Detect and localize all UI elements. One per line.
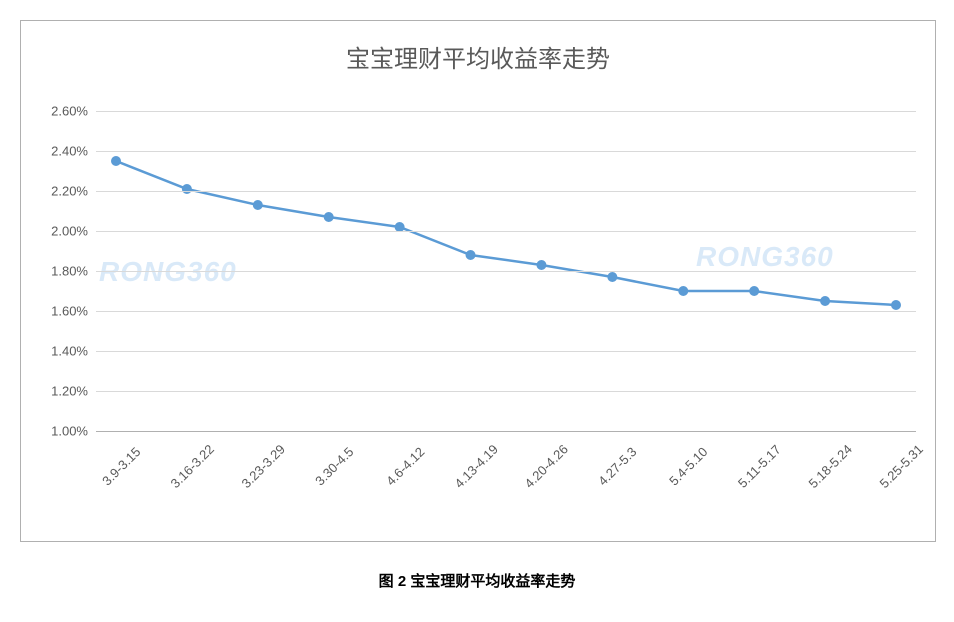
data-point bbox=[678, 286, 688, 296]
gridline bbox=[96, 351, 916, 352]
data-point bbox=[820, 296, 830, 306]
chart-caption: 图 2 宝宝理财平均收益率走势 bbox=[20, 570, 934, 591]
gridline bbox=[96, 311, 916, 312]
data-point bbox=[324, 212, 334, 222]
y-tick-label: 1.80% bbox=[51, 264, 88, 279]
data-point bbox=[182, 184, 192, 194]
gridline bbox=[96, 111, 916, 112]
x-tick-label: 3.23-3.29 bbox=[238, 442, 287, 491]
gridline bbox=[96, 191, 916, 192]
y-tick-label: 1.60% bbox=[51, 304, 88, 319]
x-tick-label: 4.6-4.12 bbox=[383, 444, 427, 488]
x-tick-label: 3.16-3.22 bbox=[167, 442, 216, 491]
series-line bbox=[116, 161, 896, 305]
gridline bbox=[96, 431, 916, 432]
y-tick-label: 2.40% bbox=[51, 144, 88, 159]
y-tick-label: 1.20% bbox=[51, 384, 88, 399]
y-tick-label: 2.00% bbox=[51, 224, 88, 239]
x-tick-label: 4.20-4.26 bbox=[522, 442, 571, 491]
data-point bbox=[891, 300, 901, 310]
data-point bbox=[253, 200, 263, 210]
gridline bbox=[96, 231, 916, 232]
gridline bbox=[96, 151, 916, 152]
x-tick-label: 5.25-5.31 bbox=[877, 442, 926, 491]
x-tick-label: 3.30-4.5 bbox=[312, 444, 356, 488]
x-tick-label: 5.4-5.10 bbox=[666, 444, 710, 488]
y-tick-label: 2.20% bbox=[51, 184, 88, 199]
y-tick-label: 2.60% bbox=[51, 104, 88, 119]
data-point bbox=[111, 156, 121, 166]
chart-title: 宝宝理财平均收益率走势 bbox=[21, 21, 935, 84]
data-point bbox=[749, 286, 759, 296]
gridline bbox=[96, 271, 916, 272]
x-tick-label: 4.13-4.19 bbox=[451, 442, 500, 491]
y-tick-label: 1.40% bbox=[51, 344, 88, 359]
x-tick-label: 3.9-3.15 bbox=[99, 444, 143, 488]
data-point bbox=[536, 260, 546, 270]
data-point bbox=[607, 272, 617, 282]
data-point bbox=[466, 250, 476, 260]
x-tick-label: 5.11-5.17 bbox=[735, 442, 784, 491]
plot-area: 1.00%1.20%1.40%1.60%1.80%2.00%2.20%2.40%… bbox=[96, 111, 916, 431]
gridline bbox=[96, 391, 916, 392]
chart-container: 宝宝理财平均收益率走势 RONG360 RONG360 1.00%1.20%1.… bbox=[20, 20, 936, 542]
x-tick-label: 5.18-5.24 bbox=[806, 442, 855, 491]
x-tick-label: 4.27-5.3 bbox=[595, 444, 639, 488]
y-tick-label: 1.00% bbox=[51, 424, 88, 439]
